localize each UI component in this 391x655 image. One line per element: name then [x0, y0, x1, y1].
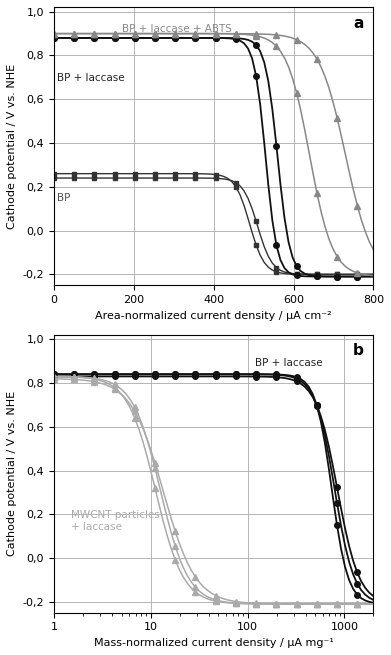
Text: BP + laccase + ABTS: BP + laccase + ABTS — [122, 24, 231, 34]
Text: b: b — [353, 343, 364, 358]
Y-axis label: Cathode potential / V vs. NHE: Cathode potential / V vs. NHE — [7, 391, 17, 556]
Text: BP + laccase: BP + laccase — [57, 73, 125, 83]
Text: a: a — [353, 16, 364, 31]
Text: BP + laccase: BP + laccase — [255, 358, 323, 368]
Text: BP: BP — [57, 193, 70, 203]
X-axis label: Area-normalized current density / μA cm⁻²: Area-normalized current density / μA cm⁻… — [95, 310, 332, 320]
X-axis label: Mass-normalized current density / μA mg⁻¹: Mass-normalized current density / μA mg⁻… — [94, 638, 334, 648]
Y-axis label: Cathode potential / V vs. NHE: Cathode potential / V vs. NHE — [7, 64, 17, 229]
Text: MWCNT particles
+ laccase: MWCNT particles + laccase — [71, 510, 160, 531]
